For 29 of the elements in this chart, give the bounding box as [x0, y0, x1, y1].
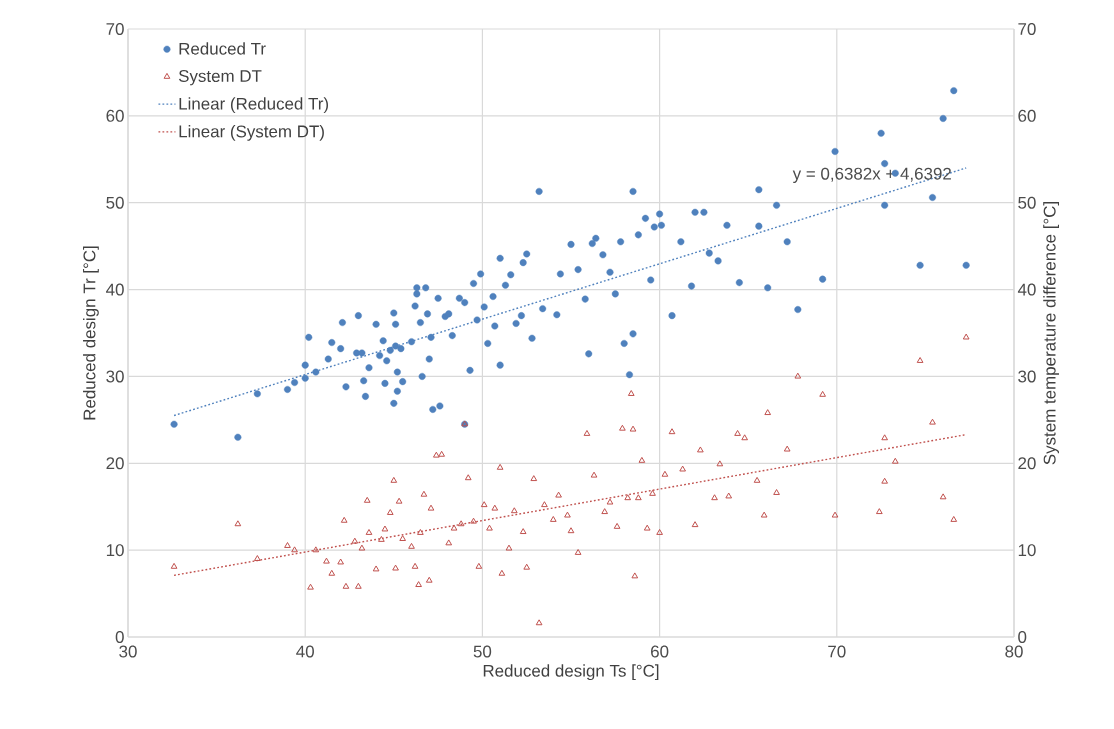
y2-tick-label: 40 — [1017, 283, 1036, 296]
y2-tick-label: 60 — [1018, 109, 1036, 122]
legend-label: System DT — [178, 70, 262, 86]
x-tick-label: 70 — [828, 645, 846, 658]
x-axis-title: Reduced design Ts [°C] — [483, 664, 659, 681]
x-tick-label: 60 — [651, 645, 669, 658]
legend-label: Linear (Reduced Tr) — [179, 97, 329, 114]
x-tick-label: 30 — [119, 645, 137, 658]
y-tick-label: 40 — [106, 283, 124, 296]
y-tick-label: 30 — [106, 370, 124, 383]
y-tick-label: 20 — [106, 457, 124, 470]
y2-tick-label: 30 — [1018, 370, 1036, 383]
y2-tick-label: 20 — [1018, 457, 1036, 470]
y2-axis-title: System temperature difference [°C] — [1043, 202, 1059, 465]
legend-label: Reduced Tr — [179, 42, 266, 55]
x-tick-label: 50 — [473, 645, 492, 658]
y-axis-title: Reduced design Tr [°C] — [83, 246, 99, 420]
y-tick-label: 70 — [106, 22, 124, 35]
y2-tick-label: 0 — [1018, 631, 1027, 643]
y2-tick-label: 70 — [1018, 22, 1036, 35]
y-tick-label: 0 — [115, 631, 124, 643]
y-tick-label: 60 — [106, 109, 124, 122]
x-tick-label: 80 — [1005, 645, 1023, 658]
x-tick-label: 40 — [296, 645, 314, 658]
y-tick-label: 10 — [106, 544, 124, 557]
y-tick-label: 50 — [106, 196, 124, 209]
y2-tick-label: 50 — [1018, 196, 1036, 209]
legend-label: Linear (System DT) — [179, 125, 324, 141]
y2-tick-label: 10 — [1018, 544, 1036, 557]
